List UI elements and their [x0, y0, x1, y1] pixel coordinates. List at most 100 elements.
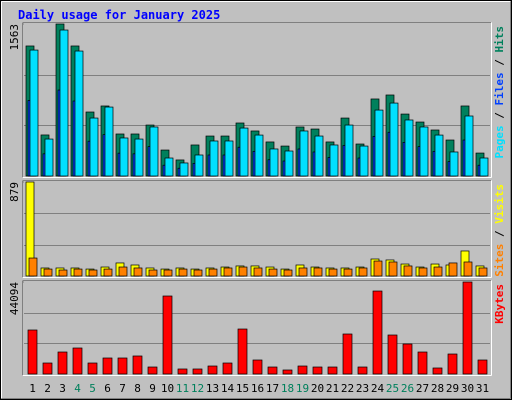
x-tick-label: 19	[296, 382, 309, 395]
x-tick-label: 8	[134, 382, 141, 395]
bar	[404, 119, 414, 177]
legend: Pages / Files / Hits	[493, 26, 506, 159]
x-tick-label: 22	[341, 382, 354, 395]
bar	[328, 268, 338, 277]
bar	[28, 257, 38, 277]
bar	[163, 269, 173, 277]
bar	[162, 295, 173, 375]
x-tick-label: 15	[236, 382, 249, 395]
bar	[178, 268, 188, 277]
legend: KBytes	[493, 284, 506, 324]
bar	[284, 150, 294, 177]
bar	[329, 144, 339, 177]
legend-separator: /	[493, 53, 506, 73]
bar	[148, 269, 158, 277]
bar	[147, 366, 158, 375]
bar	[73, 268, 83, 277]
bar	[313, 267, 323, 277]
x-tick-label: 2	[44, 382, 51, 395]
x-tick-label: 25	[386, 382, 399, 395]
x-tick-label: 23	[356, 382, 369, 395]
bar	[359, 145, 369, 177]
bar	[389, 102, 399, 177]
bar	[479, 157, 489, 177]
x-tick-label: 24	[371, 382, 385, 395]
x-tick-label: 11	[176, 382, 189, 395]
x-tick-label: 10	[161, 382, 174, 395]
bar	[299, 130, 309, 177]
bar	[283, 269, 293, 277]
bar	[192, 368, 203, 375]
x-tick-label: 12	[191, 382, 204, 395]
bar	[59, 29, 69, 177]
bar	[372, 290, 383, 375]
x-tick-label: 14	[221, 382, 235, 395]
x-tick-label: 1	[29, 382, 36, 395]
bar	[418, 267, 428, 277]
bar	[27, 329, 38, 375]
legend-separator: /	[493, 106, 506, 126]
bar	[222, 362, 233, 375]
bar	[464, 115, 474, 177]
bar	[209, 140, 219, 177]
bar	[194, 154, 204, 177]
bar	[104, 106, 114, 177]
bar	[57, 351, 68, 375]
bar	[268, 268, 278, 277]
bar	[417, 351, 428, 375]
bar	[87, 362, 98, 375]
legend: Sites / Visits	[493, 184, 506, 277]
x-tick-label: 7	[119, 382, 126, 395]
x-tick-label: 5	[89, 382, 96, 395]
bar	[267, 366, 278, 375]
y-tick-label: 879	[8, 182, 21, 202]
bar	[58, 269, 68, 277]
bar	[223, 267, 233, 277]
legend-separator: /	[493, 224, 506, 244]
bar	[193, 269, 203, 277]
x-tick-label: 3	[59, 382, 66, 395]
bar	[433, 266, 443, 277]
bar	[269, 148, 279, 177]
bar	[342, 333, 353, 375]
bar	[462, 281, 473, 375]
bar	[29, 49, 39, 177]
x-tick-label: 16	[251, 382, 264, 395]
bar	[387, 334, 398, 375]
bar	[448, 262, 458, 277]
bar	[133, 267, 143, 277]
bar	[298, 267, 308, 277]
x-tick-label: 20	[311, 382, 324, 395]
legend-entry: Visits	[493, 184, 506, 224]
bar	[463, 261, 473, 277]
x-tick-label: 30	[461, 382, 474, 395]
bar	[297, 365, 308, 375]
x-tick-label: 29	[446, 382, 459, 395]
bar	[72, 347, 83, 375]
legend-entry: Pages	[493, 125, 506, 158]
bar	[344, 124, 354, 177]
x-tick-label: 31	[476, 382, 489, 395]
bar	[132, 355, 143, 375]
bar	[447, 353, 458, 375]
bar	[388, 261, 398, 277]
bar	[373, 260, 383, 277]
bar	[179, 162, 189, 177]
bar	[74, 50, 84, 177]
bar	[102, 357, 113, 375]
x-tick-label: 13	[206, 382, 219, 395]
x-tick-label: 21	[326, 382, 339, 395]
x-tick-label: 18	[281, 382, 294, 395]
bar	[432, 367, 443, 375]
bar	[43, 268, 53, 277]
bar	[282, 369, 293, 375]
bar	[403, 265, 413, 277]
bar	[89, 117, 99, 177]
x-tick-label: 4	[74, 382, 81, 395]
bar	[477, 359, 488, 375]
bar	[343, 268, 353, 277]
bar	[253, 267, 263, 277]
x-tick-label: 26	[401, 382, 414, 395]
bar	[478, 267, 488, 277]
bar	[224, 140, 234, 177]
